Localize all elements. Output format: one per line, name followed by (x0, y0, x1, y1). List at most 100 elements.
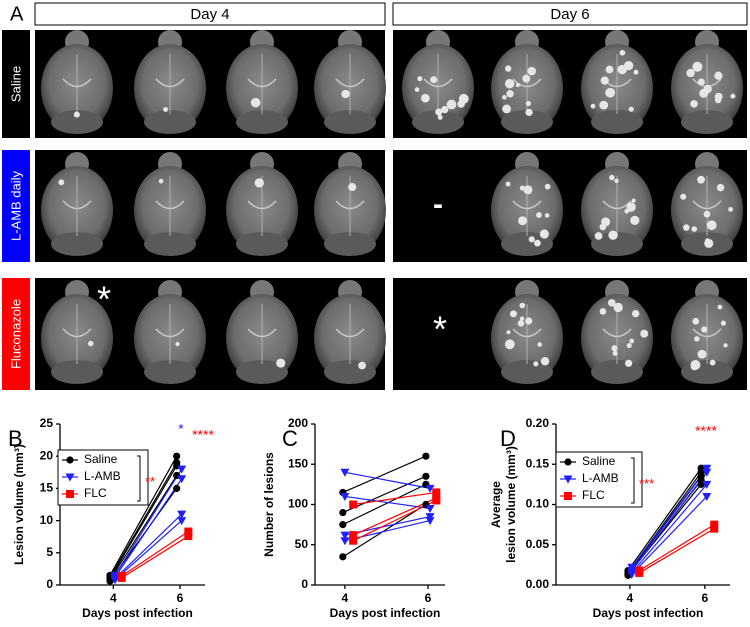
significance-label: * (178, 421, 184, 437)
y-tick-label: 10 (40, 513, 54, 527)
lesion (626, 202, 636, 212)
lesion (518, 216, 528, 226)
cerebellum (236, 360, 288, 384)
lesion (348, 183, 357, 192)
data-point (635, 568, 644, 577)
pair-line (627, 467, 702, 571)
pair-line (638, 524, 715, 572)
brain-image (226, 280, 298, 384)
lesion (421, 93, 430, 103)
ventricle (512, 328, 542, 338)
data-point (339, 521, 347, 529)
y-tick-label: 0.15 (526, 456, 550, 470)
pair-line (631, 467, 708, 568)
lesion (73, 111, 80, 118)
lesion (540, 357, 550, 366)
row-label-strip (2, 278, 30, 390)
lesion (714, 96, 722, 104)
lesion (600, 76, 609, 85)
brain-image (314, 152, 386, 256)
lesion (341, 89, 350, 99)
cerebellum (324, 110, 376, 134)
data-point (425, 513, 435, 522)
brain-image (402, 30, 474, 134)
lesion (690, 100, 698, 108)
panel-label: C (282, 426, 298, 451)
pair-line (109, 475, 178, 581)
significance-label: ** (145, 474, 155, 489)
lesion (728, 206, 733, 212)
data-point (432, 496, 441, 505)
brain-image (134, 280, 206, 384)
lesion (504, 339, 515, 350)
lesion (539, 229, 549, 239)
legend-bracket (137, 455, 141, 502)
significance-label: **** (695, 423, 717, 439)
lesion (502, 104, 511, 114)
lesion (519, 316, 525, 321)
data-point (710, 524, 719, 533)
data-point (106, 577, 114, 585)
lesion (694, 336, 700, 342)
lesion (544, 213, 550, 218)
data-point (432, 488, 441, 497)
data-point (177, 465, 187, 474)
data-point (425, 517, 435, 526)
y-tick-label: 25 (40, 416, 54, 430)
legend-marker (66, 490, 74, 498)
panel-label: B (8, 426, 23, 451)
pair-line (352, 499, 437, 542)
lesion (614, 178, 619, 184)
lesion (87, 340, 94, 347)
column-header-box (34, 2, 386, 26)
ventricle (602, 328, 632, 338)
y-tick-label: 0.00 (526, 577, 550, 591)
brain-image (314, 280, 386, 384)
cerebellum (51, 360, 103, 384)
data-point (349, 536, 358, 545)
brain-image (41, 280, 113, 384)
lesion (624, 61, 634, 71)
lesion (358, 361, 367, 370)
lesion (599, 308, 607, 315)
lesion (697, 175, 705, 184)
mri-images (41, 30, 743, 384)
brain-image (581, 152, 653, 256)
pair-line (342, 483, 427, 526)
column-header-box (392, 2, 748, 26)
lesion (254, 178, 264, 188)
lesion (506, 90, 514, 98)
data-point (340, 468, 350, 477)
brain-image (226, 30, 298, 134)
lesion (701, 326, 708, 333)
data-point (340, 492, 350, 501)
ventricle (155, 200, 185, 210)
y-axis-label: Number of lesions (262, 452, 276, 557)
x-tick-label: 4 (627, 591, 634, 605)
legend-marker (564, 458, 572, 466)
pair-line (114, 468, 183, 576)
brain-image (41, 152, 113, 256)
pair-line (109, 462, 178, 578)
data-point (702, 492, 712, 501)
y-tick-label: 200 (288, 416, 308, 430)
brain-image (581, 280, 653, 384)
lesion (505, 65, 512, 72)
ventricle (247, 328, 277, 338)
lesion (522, 74, 531, 83)
pair-line (114, 478, 183, 578)
data-point (710, 520, 719, 529)
brain-image (41, 30, 113, 134)
image-mark: * (433, 309, 447, 350)
brain-image (491, 280, 563, 384)
data-point (173, 452, 181, 460)
data-point (422, 472, 430, 480)
data-point (349, 500, 358, 509)
data-point (177, 517, 187, 526)
pair-line (109, 455, 178, 576)
lesion (590, 103, 596, 109)
column-header: Day 4 (190, 6, 229, 23)
legend-marker (563, 475, 573, 484)
lesion (158, 178, 164, 184)
